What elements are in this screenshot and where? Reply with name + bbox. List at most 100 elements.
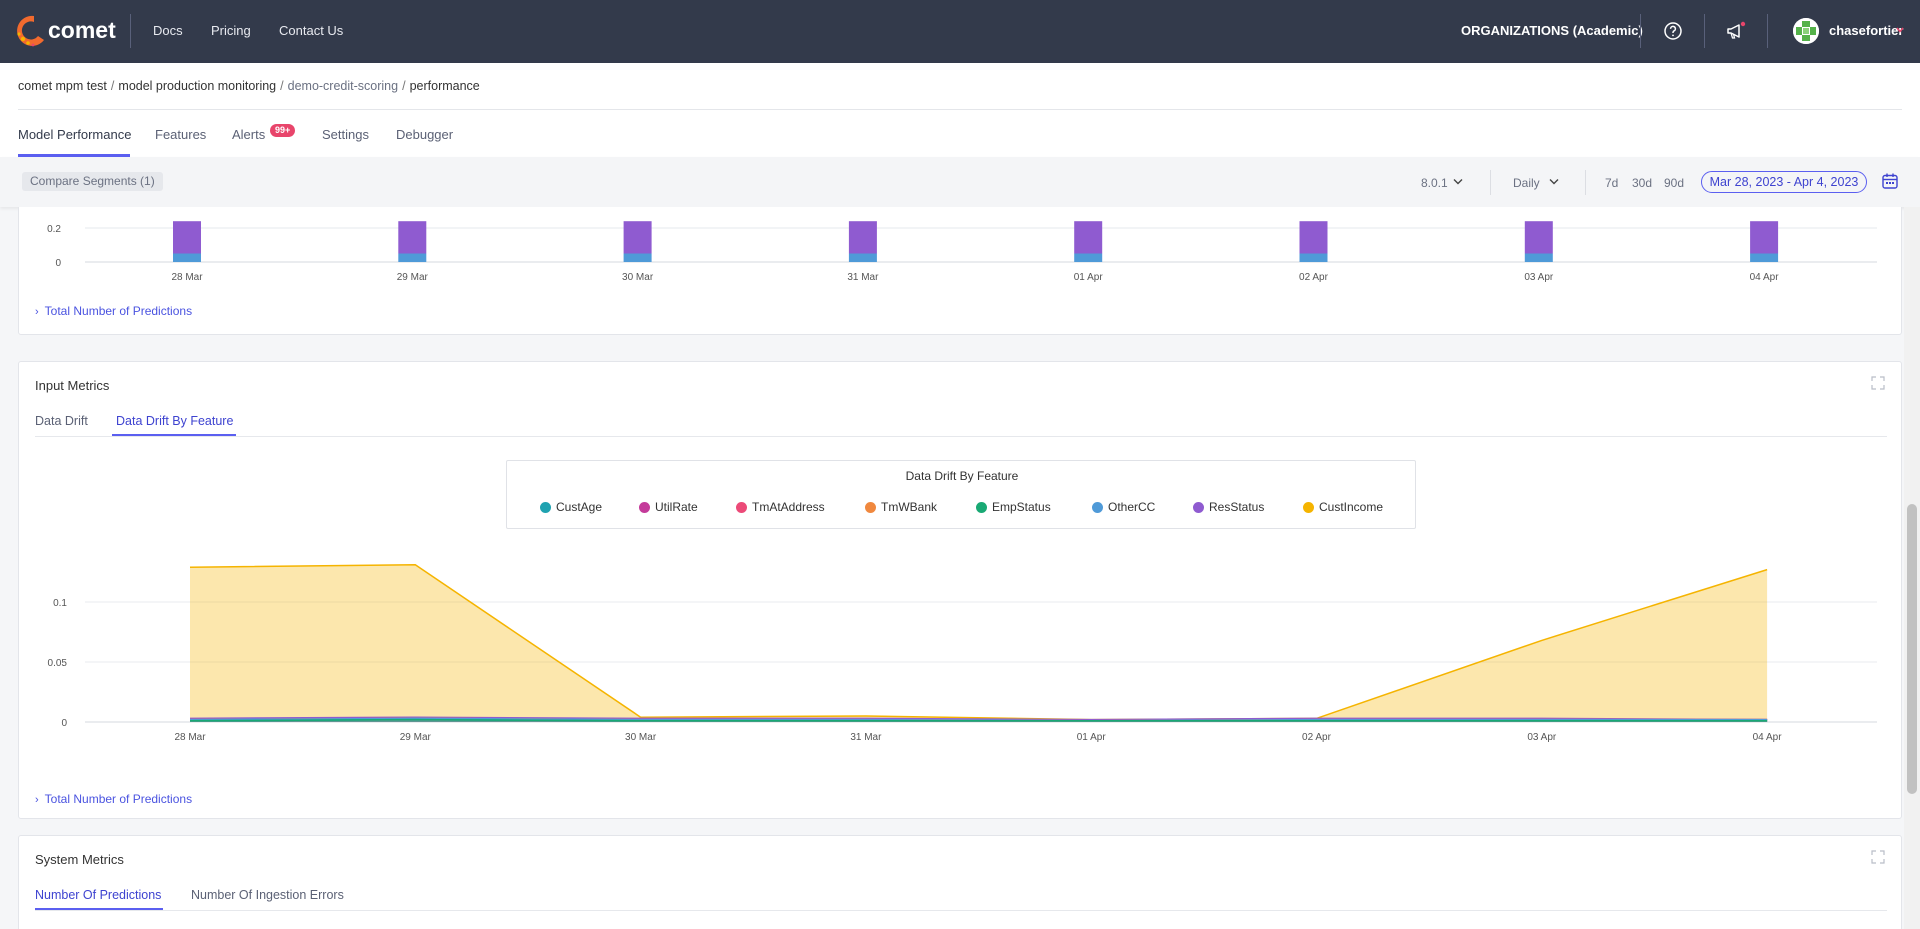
x-tick-label: 04 Apr bbox=[1753, 732, 1783, 742]
legend-item-empstatus[interactable]: EmpStatus bbox=[976, 500, 1051, 514]
bar-segment bbox=[848, 221, 877, 254]
bar-segment bbox=[848, 253, 877, 262]
bar-segment bbox=[623, 253, 652, 262]
bar-segment bbox=[1074, 253, 1103, 262]
nav-docs-link[interactable]: Docs bbox=[153, 23, 183, 38]
input-metrics-card: Input Metrics Data Drift Data Drift By F… bbox=[18, 361, 1902, 819]
x-tick-label: 02 Apr bbox=[1299, 272, 1329, 283]
legend-label: ResStatus bbox=[1209, 500, 1265, 514]
breadcrumb-separator: / bbox=[110, 79, 115, 93]
tab-data-drift[interactable]: Data Drift bbox=[35, 414, 88, 428]
breadcrumb-project[interactable]: model production monitoring bbox=[118, 79, 277, 93]
legend-label: CustIncome bbox=[1319, 500, 1384, 514]
x-tick-label: 03 Apr bbox=[1527, 732, 1557, 742]
version-select[interactable]: 8.0.1 bbox=[1421, 176, 1448, 190]
alerts-count-badge: 99+ bbox=[270, 124, 296, 137]
date-range-picker[interactable]: Mar 28, 2023 - Apr 4, 2023 bbox=[1701, 171, 1867, 193]
legend-item-tmataddress[interactable]: TmAtAddress bbox=[736, 500, 825, 514]
top-navigation-bar: comet Docs Pricing Contact Us ORGANIZATI… bbox=[0, 0, 1920, 63]
bar-segment bbox=[623, 221, 652, 254]
total-predictions-toggle[interactable]: › Total Number of Predictions bbox=[35, 792, 192, 806]
breadcrumb-separator: / bbox=[402, 79, 406, 93]
filter-bar: Compare Segments (1) 8.0.1 Daily 7d 30d … bbox=[0, 157, 1920, 207]
x-tick-label: 28 Mar bbox=[171, 272, 203, 283]
x-tick-label: 31 Mar bbox=[847, 272, 879, 283]
tab-data-drift-by-feature[interactable]: Data Drift By Feature bbox=[116, 414, 234, 428]
legend-item-resstatus[interactable]: ResStatus bbox=[1193, 500, 1264, 514]
tab-settings[interactable]: Settings bbox=[322, 127, 369, 142]
legend-swatch bbox=[540, 502, 551, 513]
stacked-bar-chart: 0 0.2 28 Mar 29 Mar 30 Mar 31 Mar 01 Apr 02 Apr… bbox=[47, 221, 1877, 283]
legend-label: CustAge bbox=[556, 500, 603, 514]
bar-segment bbox=[173, 253, 201, 262]
scrollbar-thumb[interactable] bbox=[1907, 504, 1917, 794]
card-title: Input Metrics bbox=[35, 378, 110, 393]
x-tick-label: 04 Apr bbox=[1750, 272, 1780, 283]
divider bbox=[35, 910, 1887, 911]
divider bbox=[1767, 14, 1768, 48]
tab-features[interactable]: Features bbox=[155, 127, 207, 142]
card-title: System Metrics bbox=[35, 852, 124, 867]
tab-debugger[interactable]: Debugger bbox=[396, 127, 454, 142]
compare-segments-button[interactable]: Compare Segments (1) bbox=[22, 172, 163, 191]
bar-segment bbox=[398, 253, 427, 262]
breadcrumb-workspace[interactable]: comet mpm test bbox=[18, 79, 107, 93]
range-30d-button[interactable]: 30d bbox=[1632, 176, 1653, 190]
calendar-icon[interactable] bbox=[1881, 172, 1899, 190]
chevron-down-icon[interactable] bbox=[1453, 178, 1463, 185]
breadcrumb-model[interactable]: demo-credit-scoring bbox=[287, 79, 399, 93]
tab-model-performance[interactable]: Model Performance bbox=[18, 127, 132, 142]
tab-number-of-predictions[interactable]: Number Of Predictions bbox=[35, 888, 162, 902]
chart-title: Data Drift By Feature bbox=[905, 469, 1019, 483]
legend-item-othercc[interactable]: OtherCC bbox=[1092, 500, 1155, 514]
chart-legend: Data Drift By Feature CustAge UtilRate T… bbox=[506, 460, 1416, 529]
chevron-right-icon: › bbox=[35, 306, 39, 318]
tab-alerts[interactable]: Alerts bbox=[232, 127, 266, 142]
range-90d-button[interactable]: 90d bbox=[1664, 176, 1685, 190]
bar-segment bbox=[1524, 221, 1553, 254]
legend-item-custincome[interactable]: CustIncome bbox=[1303, 500, 1383, 514]
total-predictions-toggle[interactable]: › Total Number of Predictions bbox=[35, 304, 192, 318]
legend-item-tmwbank[interactable]: TmWBank bbox=[865, 500, 937, 514]
divider bbox=[130, 14, 131, 48]
logo-text: comet bbox=[48, 17, 116, 43]
chevron-down-icon[interactable] bbox=[1896, 27, 1904, 33]
x-tick-label: 30 Mar bbox=[622, 272, 654, 283]
expand-icon[interactable] bbox=[1871, 850, 1885, 864]
vertical-scrollbar[interactable] bbox=[1904, 207, 1920, 929]
legend-item-utilrate[interactable]: UtilRate bbox=[639, 500, 698, 514]
range-7d-button[interactable]: 7d bbox=[1605, 176, 1619, 190]
x-tick-label: 29 Mar bbox=[397, 272, 429, 283]
total-predictions-label: Total Number of Predictions bbox=[44, 792, 193, 806]
legend-label: UtilRate bbox=[655, 500, 698, 514]
content-scroll-area[interactable]: 0 0.2 28 Mar 29 Mar 30 Mar 31 Mar 01 Apr 02 Apr… bbox=[0, 207, 1904, 929]
divider bbox=[1585, 170, 1586, 195]
expand-icon[interactable] bbox=[1871, 376, 1885, 390]
chevron-right-icon: › bbox=[35, 794, 39, 806]
nav-contact-link[interactable]: Contact Us bbox=[279, 23, 344, 38]
legend-item-custage[interactable]: CustAge bbox=[540, 500, 602, 514]
help-icon[interactable] bbox=[1662, 20, 1684, 42]
y-tick-label: 0.2 bbox=[47, 224, 61, 235]
organizations-menu[interactable]: ORGANIZATIONS (Academic) bbox=[1461, 23, 1643, 38]
comet-logo[interactable]: comet bbox=[14, 14, 124, 48]
legend-swatch bbox=[1303, 502, 1314, 513]
bar-segment bbox=[173, 221, 201, 254]
user-avatar[interactable] bbox=[1793, 18, 1819, 44]
legend-swatch bbox=[1193, 502, 1204, 513]
username[interactable]: chasefortier bbox=[1829, 23, 1904, 38]
granularity-select[interactable]: Daily bbox=[1513, 176, 1540, 190]
bar-segment bbox=[1074, 221, 1103, 254]
announcement-icon[interactable] bbox=[1725, 20, 1747, 42]
legend-swatch bbox=[865, 502, 876, 513]
legend-swatch bbox=[976, 502, 987, 513]
breadcrumb: comet mpm test / model production monitori… bbox=[18, 79, 480, 93]
bar-segment bbox=[1299, 221, 1328, 254]
legend-swatch bbox=[639, 502, 650, 513]
x-tick-label: 28 Mar bbox=[174, 732, 206, 742]
y-tick-label: 0 bbox=[55, 258, 61, 269]
tab-number-of-ingestion-errors[interactable]: Number Of Ingestion Errors bbox=[191, 888, 344, 902]
chevron-down-icon[interactable] bbox=[1549, 178, 1559, 185]
divider bbox=[1704, 14, 1705, 48]
nav-pricing-link[interactable]: Pricing bbox=[211, 23, 251, 38]
